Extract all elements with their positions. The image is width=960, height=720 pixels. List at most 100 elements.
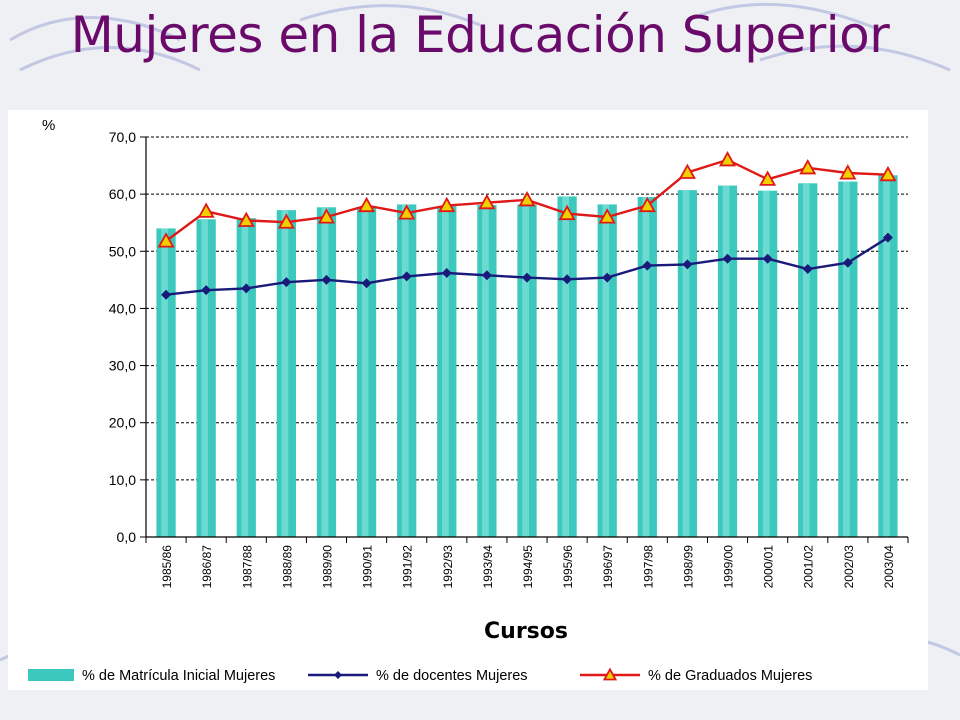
point-diamond [361, 278, 372, 289]
point-triangle [799, 159, 817, 175]
x-tick-label: 1995/96 [561, 545, 575, 589]
point-diamond [441, 268, 452, 278]
legend: % de Matrícula Inicial Mujeres % de docen… [28, 667, 812, 684]
point-diamond [602, 272, 613, 283]
point-diamond [161, 289, 172, 300]
point-triangle [678, 163, 696, 179]
point-triangle [839, 164, 857, 180]
y-tick-label: 20,0 [109, 415, 136, 431]
point-diamond [842, 257, 853, 268]
x-tick-label: 2002/03 [842, 545, 856, 589]
x-tick-label: 1996/97 [601, 545, 615, 589]
point-triangle [558, 204, 576, 221]
x-axis-label: Cursos [484, 619, 568, 644]
point-triangle [718, 151, 737, 167]
y-tick-label: 50,0 [109, 243, 136, 259]
point-triangle [759, 170, 777, 186]
point-triangle [518, 191, 536, 207]
point-triangle [157, 232, 175, 248]
y-tick-label: 10,0 [109, 472, 136, 488]
x-tick-label: 1989/90 [320, 545, 334, 589]
bar-highlight [281, 210, 289, 537]
bar-highlight [602, 204, 610, 537]
x-tick-label: 2001/02 [802, 545, 816, 589]
x-tick-label: 1985/86 [160, 545, 174, 589]
point-diamond [401, 271, 412, 282]
x-tick-label: 1992/93 [441, 545, 455, 589]
bar-highlight [562, 196, 570, 537]
point-triangle [358, 196, 376, 213]
legend-item: % de Graduados Mujeres [580, 667, 812, 684]
bar-series [156, 175, 898, 538]
combo-chart: 0,0 10,0 20,0 30,0 40,0 50,0 60,0 70,0 1985/86 19… [28, 117, 909, 684]
y-axis-label: % [42, 117, 55, 134]
y-tick-label: 70,0 [109, 129, 136, 145]
point-diamond [642, 260, 653, 271]
x-tick-label: 1999/00 [722, 545, 736, 589]
bar-highlight [843, 181, 850, 538]
point-triangle [438, 196, 456, 213]
point-diamond [481, 270, 492, 281]
point-triangle [598, 208, 616, 224]
point-diamond [201, 285, 212, 296]
x-tick-label: 1988/89 [280, 545, 294, 589]
point-triangle [197, 202, 215, 218]
bar-highlight [802, 183, 810, 537]
x-tick-label: 1998/99 [681, 545, 695, 589]
point-triangle [237, 211, 255, 227]
x-tick-label: 1990/91 [361, 545, 375, 589]
y-tick-label: 60,0 [109, 186, 136, 202]
bar-highlight [361, 207, 369, 537]
bar-highlight [401, 204, 409, 537]
point-triangle [317, 208, 336, 224]
point-diamond [802, 264, 813, 274]
y-tick-label: 0,0 [117, 529, 137, 545]
bar-highlight [441, 206, 449, 537]
line-series [157, 151, 897, 300]
legend-label: % de docentes Mujeres [376, 668, 528, 684]
legend-item: % de Matrícula Inicial Mujeres [28, 668, 275, 684]
bar-highlight [762, 190, 770, 537]
chart-panel: 0,0 10,0 20,0 30,0 40,0 50,0 60,0 70,0 1985/86 19… [8, 110, 928, 690]
bar-highlight [722, 185, 730, 538]
bar-highlight [161, 228, 168, 537]
bar-highlight [522, 204, 529, 537]
bar-highlight [682, 190, 690, 537]
point-triangle [277, 213, 295, 229]
bar-highlight [241, 218, 249, 537]
point-triangle [478, 193, 496, 210]
point-triangle [602, 667, 618, 681]
point-triangle [879, 165, 897, 182]
bar-highlight [883, 175, 890, 537]
bar-highlight [642, 197, 650, 537]
legend-label: % de Graduados Mujeres [648, 668, 812, 684]
x-tick-label: 1997/98 [641, 545, 655, 589]
point-diamond [722, 253, 733, 264]
x-tick-label: 1994/95 [521, 545, 535, 589]
point-diamond [762, 253, 773, 264]
bar-highlight [321, 207, 329, 537]
x-tick-label: 2000/01 [762, 545, 776, 589]
page-title: Mujeres en la Educación Superior [70, 6, 890, 64]
x-tick-label: 1993/94 [481, 545, 495, 589]
tick-labels: 0,0 10,0 20,0 30,0 40,0 50,0 60,0 70,0 1985/86 19… [109, 129, 896, 588]
point-triangle [638, 196, 656, 213]
point-diamond [321, 274, 332, 285]
point-diamond [281, 277, 292, 288]
point-diamond [241, 283, 252, 294]
point-diamond [682, 259, 693, 270]
axes [140, 136, 909, 543]
y-tick-label: 30,0 [109, 358, 136, 374]
point-triangle [398, 204, 416, 220]
bar-highlight [482, 205, 489, 537]
legend-item: % de docentes Mujeres [308, 668, 528, 684]
point-diamond [334, 671, 342, 679]
x-tick-label: 1991/92 [401, 545, 415, 589]
x-tick-label: 2003/04 [882, 545, 896, 589]
x-tick-label: 1986/87 [200, 545, 214, 589]
point-diamond [522, 272, 532, 283]
x-tick-label: 1987/88 [240, 545, 254, 589]
legend-swatch [28, 669, 74, 681]
point-diamond [562, 274, 573, 285]
y-tick-label: 40,0 [109, 300, 136, 316]
